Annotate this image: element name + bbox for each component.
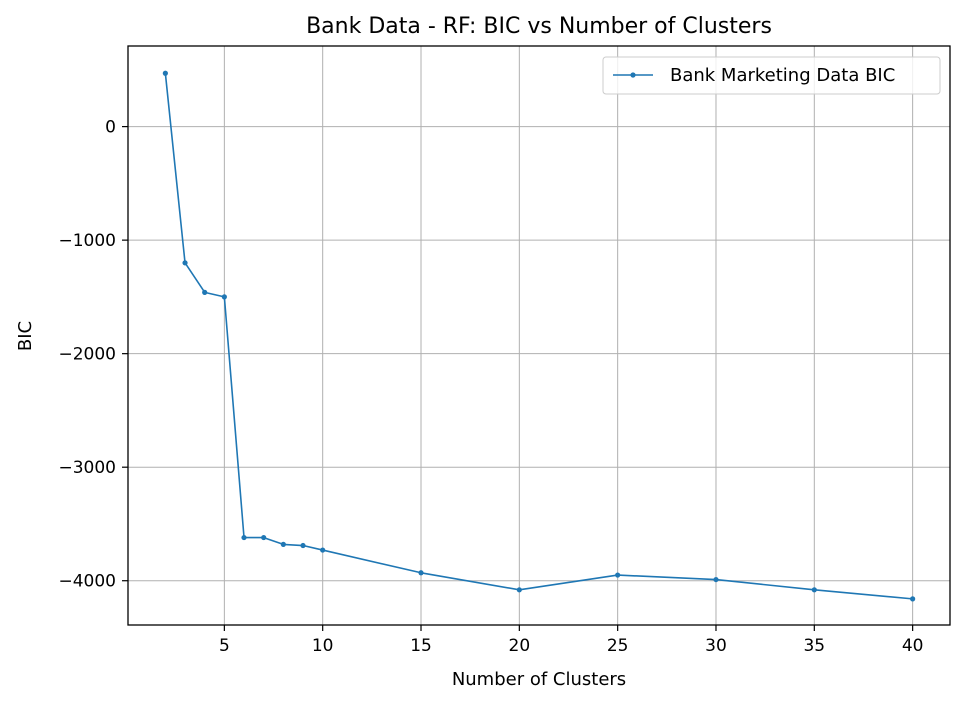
plot-frame	[127, 45, 951, 626]
y-tick-label: −1000	[58, 231, 116, 251]
data-point	[713, 576, 719, 583]
legend: Bank Marketing Data BIC	[602, 56, 941, 95]
data-point	[516, 587, 522, 593]
data-point	[811, 587, 817, 593]
data-point	[418, 570, 424, 576]
x-tick-label: 10	[312, 636, 334, 656]
grid-lines	[128, 46, 950, 625]
y-tick-label: −2000	[58, 345, 116, 365]
ticks: 5 10 15 20 25 30 35 40 0 −1000 −2000 −3000 −4000	[58, 118, 923, 656]
data-point	[202, 289, 208, 295]
y-tick-label: −3000	[58, 458, 116, 478]
data-point	[162, 70, 168, 76]
data-point	[241, 534, 247, 541]
x-axis-label: Number of Clusters	[452, 669, 626, 690]
series-layer	[162, 70, 916, 602]
data-point	[300, 542, 306, 549]
x-tick-label: 40	[902, 636, 924, 656]
x-tick-label: 30	[705, 636, 727, 656]
y-tick-label: −4000	[58, 572, 116, 592]
legend-label: Bank Marketing Data BIC	[670, 65, 895, 86]
data-point	[320, 547, 326, 553]
legend-marker-swatch	[630, 72, 636, 78]
data-point	[261, 534, 267, 541]
data-point	[182, 260, 188, 266]
y-tick-label: 0	[105, 118, 116, 138]
x-tick-label: 20	[509, 636, 531, 656]
data-point	[910, 596, 916, 602]
data-point	[280, 541, 286, 547]
x-tick-label: 5	[219, 636, 230, 656]
data-point	[615, 572, 621, 578]
x-tick-label: 15	[410, 636, 432, 656]
chart-title: Bank Data - RF: BIC vs Number of Cluster…	[306, 14, 772, 39]
data-point	[221, 294, 227, 300]
legend-box	[602, 56, 941, 95]
y-axis-label: BIC	[15, 321, 36, 351]
x-tick-label: 25	[607, 636, 629, 656]
x-tick-label: 35	[803, 636, 825, 656]
